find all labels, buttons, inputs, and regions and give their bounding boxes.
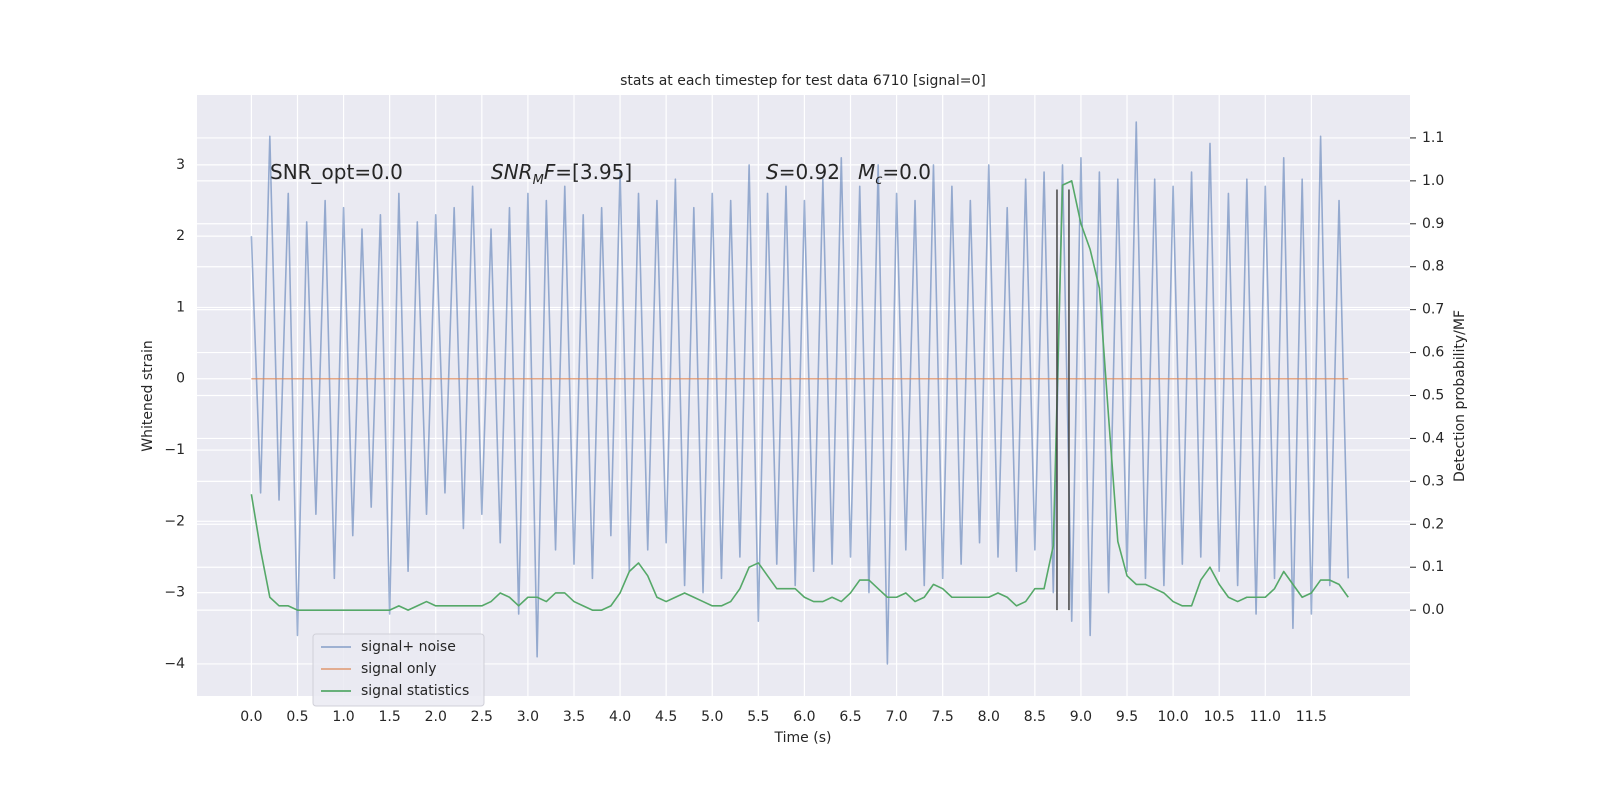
y-tick-label: −3 [164,585,185,601]
y2-tick-label: 0.8 [1422,259,1444,275]
x-tick-label: 10.0 [1158,709,1189,725]
y-tick-label: −4 [164,656,185,672]
y2-tick-label: 0.2 [1422,516,1444,532]
y2-tick-label: 1.1 [1422,130,1444,146]
y-tick-label: 0 [176,371,185,387]
y-tick-label: −1 [164,442,185,458]
x-tick-label: 11.5 [1296,709,1327,725]
series-line [250,180,1349,611]
x-tick-label: 8.5 [1024,709,1046,725]
x-tick-label: 11.0 [1250,709,1281,725]
y2-tick-label: 1.0 [1422,173,1444,189]
annotation-part: F [544,160,556,184]
x-tick-label: 3.5 [563,709,585,725]
y-tick-label: −2 [164,513,185,529]
y2-tick-label: 0.7 [1422,302,1444,318]
x-tick-label: 0.5 [286,709,308,725]
x-tick-label: 3.0 [517,709,539,725]
legend-label: signal only [361,661,436,677]
annotation: SNRMF=[3.95] [491,160,632,189]
legend-label: signal+ noise [361,639,456,655]
y2-tick-label: 0.0 [1422,602,1444,618]
x-tick-label: 1.5 [379,709,401,725]
x-tick-label: 8.0 [978,709,1000,725]
x-tick-label: 7.5 [932,709,954,725]
y2-axis-label: Detection probability/MF [1452,310,1468,482]
y-tick-label: 3 [176,157,185,173]
annotation: Mc=0.0 [858,160,931,189]
y2-tick-label: 0.5 [1422,388,1444,404]
x-tick-label: 6.0 [793,709,815,725]
x-tick-label: 0.0 [240,709,262,725]
series-line [250,121,1350,665]
y2-tick-label: 0.6 [1422,345,1444,361]
annotation-part: =[3.95] [555,160,632,184]
y2-tick-label: 0.3 [1422,473,1444,489]
x-tick-label: 7.0 [885,709,907,725]
x-tick-label: 4.5 [655,709,677,725]
x-tick-label: 6.5 [839,709,861,725]
x-tick-label: 4.0 [609,709,631,725]
annotation-part: =0.92 [779,160,840,184]
x-axis-label: Time (s) [774,730,832,746]
x-tick-label: 2.5 [471,709,493,725]
x-tick-label: 10.5 [1204,709,1235,725]
y-axis-label: Whitened strain [140,340,156,451]
annotation-part: M [533,173,544,188]
annotation-part: =0.0 [882,160,931,184]
annotation-part: SNR [491,160,533,184]
x-tick-label: 5.0 [701,709,723,725]
y2-tick-label: 0.9 [1422,216,1444,232]
annotation-part: c [875,173,882,188]
chart-title: stats at each timestep for test data 671… [620,73,986,89]
x-tick-label: 9.0 [1070,709,1092,725]
y2-tick-label: 0.4 [1422,430,1444,446]
legend-box [312,633,485,707]
annotation: S=0.92 [766,160,840,184]
annotation: SNR_opt=0.0 [270,160,403,184]
legend: signal+ noise signal only signal statistic… [312,633,485,707]
y-tick-label: 2 [176,228,185,244]
x-tick-label: 9.5 [1116,709,1138,725]
x-tick-label: 1.0 [332,709,354,725]
legend-label: signal statistics [361,683,469,699]
x-tick-label: 2.0 [425,709,447,725]
x-tick-label: 5.5 [747,709,769,725]
y-tick-label: 1 [176,299,185,315]
y2-tick-label: 0.1 [1422,559,1444,575]
annotation-part: S [766,160,779,184]
annotation-part: SNR_opt=0.0 [270,160,403,184]
annotation-part: M [858,160,875,184]
